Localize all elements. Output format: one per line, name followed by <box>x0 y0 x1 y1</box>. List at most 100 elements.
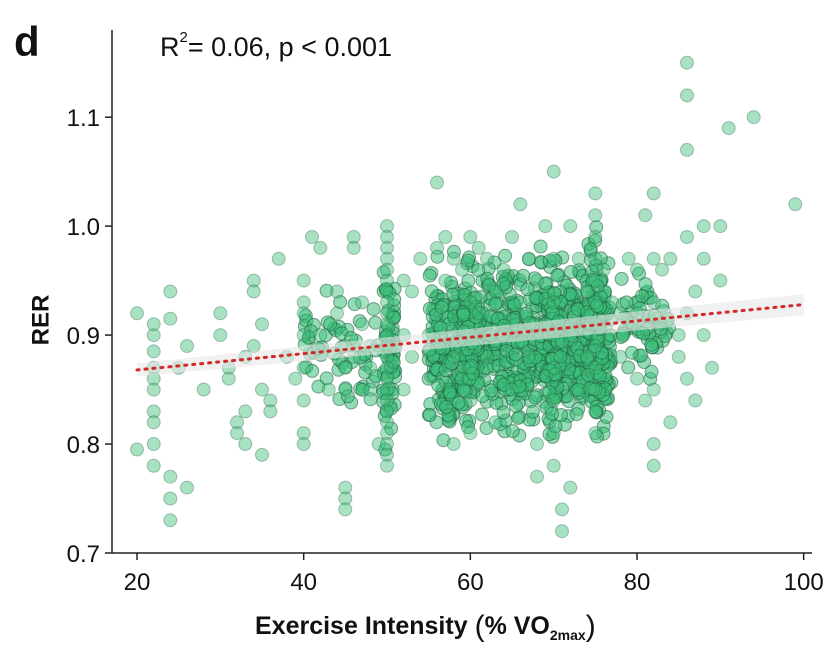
data-point <box>311 379 326 394</box>
data-point <box>451 395 466 410</box>
data-point <box>146 458 161 473</box>
x-tick-label: 60 <box>457 569 484 596</box>
data-point <box>368 315 383 330</box>
data-point <box>588 251 603 266</box>
data-point <box>508 347 523 362</box>
data-point <box>563 219 578 234</box>
data-point <box>396 273 411 288</box>
data-point <box>438 230 453 244</box>
data-point <box>521 349 536 364</box>
data-point <box>413 251 428 266</box>
data-point <box>396 382 411 397</box>
data-point <box>488 415 503 430</box>
data-point <box>439 399 454 414</box>
data-point <box>663 251 678 266</box>
data-point <box>546 458 561 473</box>
data-point <box>255 447 269 462</box>
data-point <box>507 297 522 312</box>
data-point <box>505 424 520 439</box>
data-point <box>368 369 383 384</box>
data-point <box>482 278 497 292</box>
data-point <box>545 406 560 421</box>
x-tick-label: 100 <box>784 569 824 596</box>
data-point <box>646 458 661 473</box>
data-point <box>546 295 561 310</box>
data-point <box>463 230 478 244</box>
data-point <box>721 121 736 136</box>
data-point <box>571 251 586 266</box>
r-squared-annotation: R2= 0.06, p < 0.001 <box>160 29 393 63</box>
data-point <box>363 392 378 407</box>
data-point <box>146 415 161 430</box>
data-point <box>338 360 353 375</box>
data-point <box>475 407 490 422</box>
data-point <box>621 360 636 375</box>
data-point <box>296 273 311 288</box>
data-point <box>380 415 394 430</box>
data-point <box>263 393 278 408</box>
data-point <box>521 251 536 266</box>
data-point <box>588 186 603 201</box>
data-point <box>405 284 419 299</box>
data-point <box>528 350 543 365</box>
data-point <box>330 284 344 299</box>
data-point <box>488 284 503 299</box>
data-point <box>446 437 461 451</box>
r2-exponent: 2 <box>179 29 188 46</box>
y-tick-label: 1.1 <box>67 105 100 132</box>
data-point <box>580 349 594 364</box>
data-point <box>146 382 161 397</box>
data-point <box>580 352 595 367</box>
data-point <box>564 265 578 279</box>
data-point <box>430 175 444 190</box>
data-point <box>380 251 394 266</box>
data-point <box>680 55 694 70</box>
data-point <box>588 273 603 288</box>
data-point <box>590 279 605 294</box>
data-point <box>484 383 499 398</box>
data-point <box>380 437 394 451</box>
data-point <box>457 383 471 398</box>
data-point <box>546 360 561 375</box>
data-point <box>553 349 568 364</box>
data-point <box>305 363 320 378</box>
data-point <box>146 437 161 451</box>
data-point <box>589 404 604 419</box>
data-point <box>380 273 394 288</box>
data-point <box>271 251 286 266</box>
data-point <box>646 382 661 397</box>
data-point <box>588 382 603 397</box>
data-point <box>588 295 603 310</box>
data-point <box>663 415 678 430</box>
data-point <box>496 277 511 291</box>
data-point <box>213 306 228 321</box>
data-point <box>696 251 711 266</box>
data-point <box>338 491 353 506</box>
data-point <box>655 262 669 277</box>
data-point <box>296 360 311 375</box>
y-tick-label: 0.9 <box>67 323 100 350</box>
y-tick-label: 1.0 <box>67 214 100 241</box>
x-axis-label-pct: % VO <box>484 612 550 640</box>
data-point <box>434 300 449 315</box>
data-point <box>346 230 361 244</box>
data-point <box>163 311 178 326</box>
data-point <box>163 469 178 484</box>
data-point <box>180 339 194 353</box>
r2-rest: = 0.06, p < 0.001 <box>187 32 393 62</box>
data-point <box>596 262 611 277</box>
data-point <box>455 262 469 277</box>
data-point <box>555 502 569 517</box>
data-point <box>496 405 511 420</box>
data-point <box>380 360 394 375</box>
data-point <box>589 220 604 235</box>
data-point <box>380 404 394 419</box>
x-tick-label: 80 <box>624 569 651 596</box>
data-point <box>180 480 194 495</box>
data-point <box>480 251 494 266</box>
data-point <box>542 253 557 268</box>
data-point <box>347 297 362 312</box>
data-point <box>680 371 694 386</box>
data-point <box>465 366 480 381</box>
